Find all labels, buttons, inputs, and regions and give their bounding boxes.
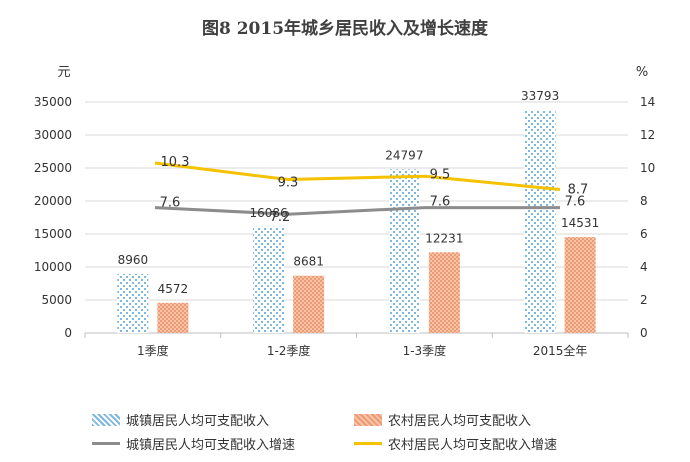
- left-axis: 0 5000 10000 15000 20000 25000 30000 35000 元: [34, 65, 72, 340]
- urban-income-bar: [524, 109, 556, 333]
- rural-income-bar: [428, 252, 460, 333]
- left-tick-label: 30000: [34, 128, 72, 142]
- legend-rural-income-swatch: [354, 413, 382, 426]
- x-tick-label: 1-2季度: [267, 343, 311, 358]
- left-tick-label: 35000: [34, 95, 72, 109]
- legend-urban-income-swatch: [92, 413, 120, 426]
- x-tick-label: 1季度: [137, 343, 169, 358]
- urban-growth-line: [154, 206, 560, 216]
- urban-income-bar-label: 8960: [118, 253, 149, 267]
- legend-rural-income: 农村居民人均可支配收入: [354, 410, 531, 429]
- rural-growth-line: [154, 161, 561, 191]
- lines-layer: [154, 161, 561, 216]
- left-tick-label: 10000: [34, 260, 72, 274]
- right-axis-unit: %: [636, 65, 648, 80]
- rural-income-bar-label: 12231: [425, 231, 463, 245]
- right-tick-label: 14: [640, 95, 655, 109]
- right-tick-label: 6: [640, 227, 648, 241]
- left-tick-label: 25000: [34, 161, 72, 175]
- left-tick-label: 15000: [34, 227, 72, 241]
- left-tick-label: 0: [64, 326, 72, 340]
- right-tick-label: 0: [640, 326, 648, 340]
- x-tick-label: 1-3季度: [403, 343, 447, 358]
- legend-urban-growth-swatch: [92, 442, 120, 445]
- right-tick-label: 12: [640, 128, 655, 142]
- urban-growth-label: 7.2: [270, 210, 291, 225]
- rural-income-bar: [157, 302, 189, 333]
- right-axis: 0 2 4 6 8 10 12 14%: [636, 65, 655, 340]
- x-axis: 1季度 1-2季度 1-3季度 2015全年: [84, 332, 629, 358]
- left-tick-label: 5000: [41, 293, 72, 307]
- right-tick-label: 2: [640, 293, 648, 307]
- rural-income-bar-label: 4572: [158, 282, 189, 296]
- rural-income-bar-label: 14531: [561, 216, 599, 230]
- rural-income-bar: [293, 275, 325, 333]
- rural-growth-label: 9.5: [430, 167, 451, 182]
- legend-rural-growth-swatch: [354, 442, 382, 445]
- bars-layer: [117, 109, 596, 333]
- urban-income-bar-label: 24797: [385, 148, 423, 162]
- right-tick-label: 10: [640, 161, 655, 175]
- chart-title: 图8 2015年城乡居民收入及增长速度: [201, 19, 489, 39]
- legend-urban-growth: 城镇居民人均可支配收入增速: [92, 434, 295, 453]
- rural-income-bar-label: 8681: [293, 255, 324, 269]
- urban-income-bar: [253, 226, 285, 333]
- labels-layer: 8960 16086 24797 33793 4572 8681 12231 14531 7.6…: [118, 89, 600, 296]
- left-tick-label: 20000: [34, 194, 72, 208]
- legend-rural-income-label: 农村居民人均可支配收入: [388, 414, 532, 429]
- right-tick-label: 8: [640, 194, 648, 208]
- left-axis-unit: 元: [57, 65, 70, 80]
- urban-income-bar: [388, 169, 420, 333]
- rural-income-bar: [564, 237, 596, 333]
- urban-growth-label: 7.6: [430, 195, 451, 210]
- x-tick-label: 2015全年: [533, 343, 588, 358]
- urban-growth-label: 7.6: [160, 196, 181, 211]
- rural-growth-label: 10.3: [161, 155, 190, 170]
- urban-income-bar: [117, 273, 149, 333]
- legend-urban-income: 城镇居民人均可支配收入: [92, 410, 269, 429]
- legend-rural-growth: 农村居民人均可支配收入增速: [354, 434, 557, 453]
- urban-growth-label: 7.6: [565, 195, 586, 210]
- legend-urban-growth-label: 城镇居民人均可支配收入增速: [126, 438, 296, 453]
- urban-income-bar-label: 16086: [250, 206, 288, 220]
- legend-rural-growth-label: 农村居民人均可支配收入增速: [388, 438, 558, 453]
- rural-growth-label: 9.3: [278, 176, 299, 191]
- legend-urban-income-label: 城镇居民人均可支配收入: [126, 414, 270, 429]
- urban-income-bar-label: 33793: [521, 89, 559, 103]
- right-tick-label: 4: [640, 260, 648, 274]
- rural-growth-label: 8.7: [568, 182, 589, 197]
